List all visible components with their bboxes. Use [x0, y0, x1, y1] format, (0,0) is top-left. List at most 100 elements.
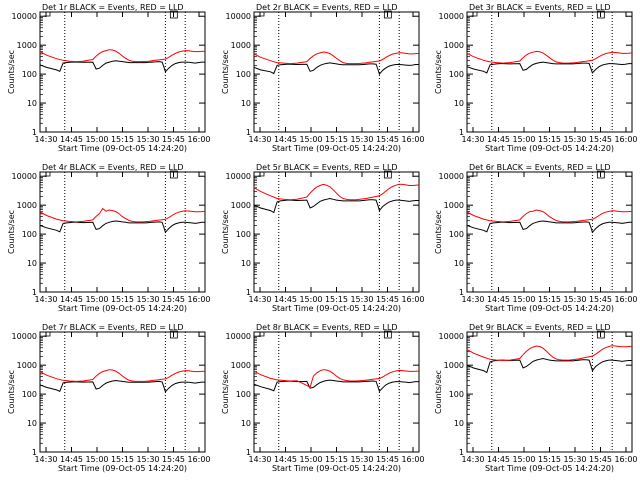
x-axis-label: Start Time (09-Oct-05 14:24:20): [272, 304, 401, 313]
x-tick-label: 15:45: [376, 455, 399, 464]
x-tick-label: 15:45: [162, 295, 185, 304]
x-tick-label: 15:30: [136, 295, 159, 304]
x-axis-label: Start Time (09-Oct-05 14:24:20): [58, 304, 187, 313]
y-tick-label: 10: [454, 419, 464, 428]
corner-marker-right: [383, 330, 392, 339]
y-tick-label: 1: [32, 448, 37, 457]
y-tick-label: 1000: [231, 41, 251, 50]
series-events-line: [253, 62, 419, 76]
chart-panel-1: Det 1r BLACK = Events, RED = LLD 1 10 100 10…: [7, 3, 211, 153]
x-tick-label: 15:00: [512, 455, 535, 464]
chart-title: Det 3r BLACK = Events, RED = LLD: [469, 3, 611, 12]
y-axis-label: Counts/sec: [7, 50, 16, 94]
y-tick-label: 1: [246, 128, 251, 137]
x-axis-label: Start Time (09-Oct-05 14:24:20): [272, 144, 401, 153]
y-tick-label: 1000: [231, 201, 251, 210]
x-tick-label: 15:45: [589, 455, 612, 464]
x-axis-label: Start Time (09-Oct-05 14:24:20): [485, 144, 614, 153]
chart-panel-9: Det 9r BLACK = Events, RED = LLD 1 10 100 10…: [434, 323, 638, 473]
x-tick-label: 15:00: [85, 135, 108, 144]
chart-title: Det 6r BLACK = Events, RED = LLD: [469, 163, 611, 172]
y-tick-label: 100: [449, 390, 464, 399]
x-tick-label: 15:00: [512, 135, 535, 144]
corner-marker-left: [258, 172, 265, 177]
y-tick-label: 1000: [17, 41, 37, 50]
y-tick-label: 10: [454, 99, 464, 108]
series-lld-line: [39, 49, 206, 63]
x-tick-label: 15:45: [589, 135, 612, 144]
y-tick-label: 1: [459, 288, 464, 297]
x-tick-label: 15:15: [111, 455, 134, 464]
y-axis-label: Counts/sec: [434, 210, 443, 254]
x-tick-label: 15:00: [299, 455, 322, 464]
x-tick-label: 15:00: [299, 295, 322, 304]
x-tick-label: 15:30: [136, 455, 159, 464]
x-tick-label: 14:30: [248, 295, 271, 304]
y-tick-label: 10000: [439, 12, 464, 21]
x-tick-label: 16:00: [187, 455, 210, 464]
x-tick-label: 14:30: [248, 455, 271, 464]
x-tick-label: 16:00: [187, 135, 210, 144]
y-tick-label: 1: [459, 448, 464, 457]
y-tick-label: 10: [241, 259, 251, 268]
corner-marker-right: [169, 170, 178, 179]
series-lld-line: [466, 345, 633, 362]
corner-marker-left: [471, 172, 478, 177]
y-tick-label: 10: [241, 419, 251, 428]
series-lld-line: [466, 209, 633, 223]
y-tick-label: 1: [459, 128, 464, 137]
x-tick-label: 14:30: [461, 455, 484, 464]
corner-marker-right: [169, 330, 178, 339]
y-tick-label: 10000: [12, 12, 37, 21]
y-tick-label: 10: [27, 259, 37, 268]
y-tick-label: 100: [449, 230, 464, 239]
series-lld-line: [253, 369, 420, 389]
x-tick-label: 15:15: [325, 135, 348, 144]
x-tick-label: 15:15: [111, 295, 134, 304]
y-tick-label: 1000: [17, 361, 37, 370]
x-tick-label: 15:15: [325, 295, 348, 304]
x-tick-label: 14:45: [60, 455, 83, 464]
x-tick-label: 14:45: [60, 295, 83, 304]
corner-marker-left: [44, 332, 51, 337]
x-tick-label: 15:45: [376, 295, 399, 304]
y-axis-label: Counts/sec: [221, 210, 230, 254]
y-tick-label: 10000: [439, 172, 464, 181]
x-tick-label: 15:15: [538, 135, 561, 144]
x-tick-label: 14:30: [34, 135, 57, 144]
y-tick-label: 10: [27, 99, 37, 108]
x-axis-label: Start Time (09-Oct-05 14:24:20): [485, 464, 614, 473]
x-axis-label: Start Time (09-Oct-05 14:24:20): [58, 464, 187, 473]
y-tick-label: 100: [449, 70, 464, 79]
y-tick-label: 1: [32, 288, 37, 297]
y-tick-label: 10000: [12, 172, 37, 181]
y-axis-label: Counts/sec: [221, 50, 230, 94]
series-events-line: [39, 379, 205, 393]
x-tick-label: 15:00: [85, 455, 108, 464]
x-tick-label: 15:45: [376, 135, 399, 144]
x-tick-label: 14:45: [274, 135, 297, 144]
series-lld-line: [253, 51, 420, 65]
y-tick-label: 100: [22, 70, 37, 79]
x-tick-label: 14:30: [34, 455, 57, 464]
x-tick-label: 16:00: [187, 295, 210, 304]
x-tick-label: 15:15: [538, 455, 561, 464]
x-tick-label: 16:00: [401, 135, 424, 144]
x-tick-label: 15:00: [512, 295, 535, 304]
x-tick-label: 16:00: [614, 455, 637, 464]
y-tick-label: 10000: [439, 332, 464, 341]
chart-title: Det 9r BLACK = Events, RED = LLD: [469, 323, 611, 332]
x-tick-label: 15:30: [350, 135, 373, 144]
corner-marker-right: [596, 330, 605, 339]
x-tick-label: 15:30: [350, 455, 373, 464]
y-tick-label: 100: [236, 390, 251, 399]
chart-title: Det 1r BLACK = Events, RED = LLD: [42, 3, 184, 12]
corner-marker-right: [596, 10, 605, 19]
x-tick-label: 15:15: [538, 295, 561, 304]
x-tick-label: 14:45: [487, 135, 510, 144]
y-axis-label: Counts/sec: [7, 370, 16, 414]
x-tick-label: 15:30: [563, 455, 586, 464]
x-tick-label: 14:45: [487, 455, 510, 464]
series-lld-line: [253, 183, 420, 201]
x-tick-label: 15:45: [162, 135, 185, 144]
